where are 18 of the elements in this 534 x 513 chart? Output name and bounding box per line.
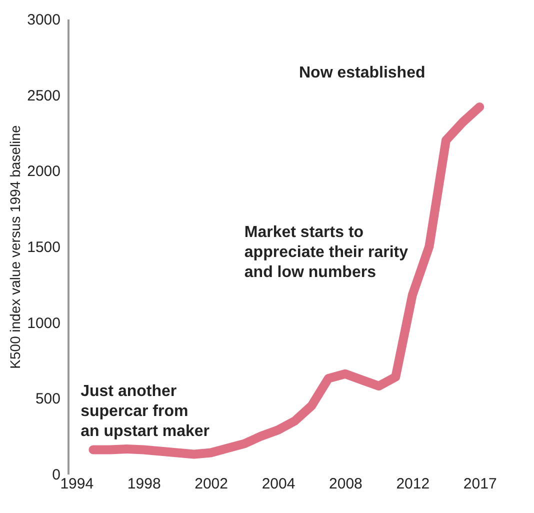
y-tick-label: 1000 xyxy=(27,314,60,332)
x-tick-label: 2004 xyxy=(262,476,296,492)
annotation: Now established xyxy=(299,64,426,82)
y-tick-label: 0 xyxy=(52,466,60,484)
y-tick-label: 2500 xyxy=(27,87,60,104)
y-tick-label: 500 xyxy=(35,390,60,408)
y-tick-label: 3000 xyxy=(27,12,60,28)
x-tick-label: 1994 xyxy=(60,476,94,492)
annotation: Market starts to appreciate their rarity and low numbers xyxy=(244,224,408,281)
x-tick-label: 2002 xyxy=(194,476,228,492)
y-axis-title: K500 index value versus 1994 baseline xyxy=(7,124,24,369)
x-tick-label: 2008 xyxy=(329,476,362,492)
x-tick-label: 2012 xyxy=(396,476,430,492)
x-tick-label: 2017 xyxy=(463,476,497,492)
y-tick-label: 1500 xyxy=(27,239,60,256)
annotation: Just another supercar from an upstart maker xyxy=(80,383,210,440)
y-tick-label: 2000 xyxy=(27,163,60,180)
x-tick-label: 1998 xyxy=(127,476,161,492)
